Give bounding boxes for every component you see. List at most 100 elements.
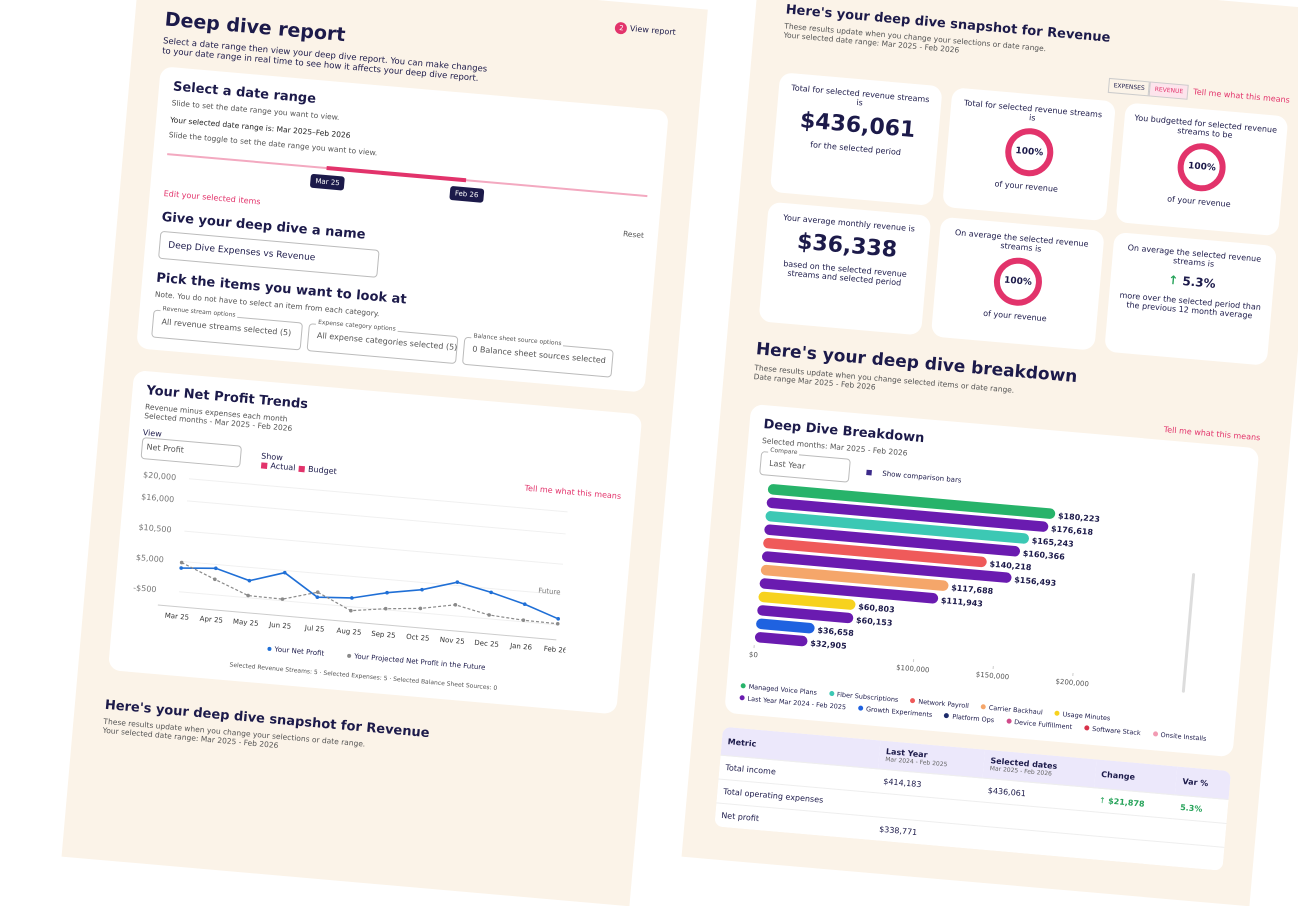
x-tick-label: Oct 25 [406, 633, 430, 643]
help-link[interactable]: Tell me what this means [1193, 87, 1290, 104]
legend-swatch [944, 713, 949, 718]
legend-label: Usage Minutes [1062, 710, 1110, 722]
legend-label: Device Fulfillment [1014, 718, 1073, 731]
legend-label: Your Net Profit [273, 645, 325, 657]
grid-line [184, 531, 563, 564]
point [246, 594, 250, 598]
card-top: On average the selected revenue streams … [949, 228, 1093, 258]
card-top: On average the selected revenue streams … [1122, 243, 1266, 273]
cell-text: $436,061 [987, 786, 1026, 798]
left-column: 2 View report Deep dive report Select a … [62, 0, 708, 906]
compare-value: Last Year [769, 459, 806, 471]
snapshot-card: Total for selected revenue streams is$43… [770, 72, 943, 206]
column-header-label: Metric [727, 737, 874, 759]
card-top: You budgetted for selected revenue strea… [1133, 113, 1277, 143]
comparison-checkbox-label: Show comparison bars [882, 470, 962, 485]
bar-value-label: $111,943 [941, 596, 984, 609]
card-amount: $36,338 [775, 227, 920, 264]
legend-item: Network Payroll [910, 697, 969, 710]
legend-label: Carrier Backhaul [988, 704, 1043, 717]
right-column: Here's your deep dive snapshot for Reven… [682, 0, 1298, 906]
bar [756, 618, 815, 634]
y-tick-label: -$500 [133, 583, 157, 594]
card-bottom: of your revenue [943, 305, 1087, 326]
point [214, 566, 218, 570]
legend-label: Managed Voice Plans [748, 683, 817, 697]
legend-swatch [858, 705, 863, 710]
grid-line [187, 501, 566, 534]
cell-text: $21,878 [1108, 797, 1145, 809]
toggle-expenses[interactable]: EXPENSES [1108, 78, 1150, 97]
y-tick-label: $16,000 [141, 492, 175, 504]
x-tick-label: Sep 25 [371, 630, 396, 640]
x-tick-label: $100,000 [896, 664, 930, 675]
snapshot-card: You budgetted for selected revenue strea… [1115, 102, 1288, 236]
point [455, 580, 459, 584]
x-tick-label: Feb 26 [543, 645, 568, 655]
point [418, 606, 422, 610]
card-bottom: more over the selected period than the p… [1118, 291, 1262, 321]
toggle-revenue[interactable]: REVENUE [1149, 81, 1189, 99]
cell-text: 5.3% [1180, 803, 1203, 814]
select-value: All revenue streams selected (5) [161, 317, 291, 337]
cell-text: Total operating expenses [723, 787, 824, 805]
legend-label: Fiber Subscriptions [837, 691, 899, 704]
select-value: 0 Balance sheet sources selected [472, 344, 606, 365]
x-tick-label: Dec 25 [474, 639, 499, 649]
card-bottom: of your revenue [954, 176, 1098, 197]
trends-card: Your Net Profit Trends Revenue minus exp… [108, 370, 642, 714]
cell-text: $338,771 [879, 825, 918, 837]
column-header: Var % [1175, 766, 1231, 799]
legend-label: Software Stack [1092, 725, 1141, 737]
snapshot-cards: Total for selected revenue streams is$43… [759, 72, 1289, 365]
slider-range [326, 166, 466, 182]
help-link[interactable]: Tell me what this means [1163, 425, 1260, 442]
step-number: 2 [615, 22, 628, 35]
x-tick-label: Aug 25 [336, 627, 361, 637]
point [453, 603, 457, 607]
legend-label: Platform Ops [952, 713, 995, 725]
legend-item: Growth Experiments [858, 704, 933, 718]
cell-text: Total income [725, 763, 776, 776]
future-label: Future [538, 587, 561, 597]
bar-value-label: $140,218 [989, 560, 1032, 573]
legend-item: Software Stack [1084, 724, 1141, 737]
snapshot-card: On average the selected revenue streams … [931, 217, 1104, 351]
bar-value-label: $180,223 [1058, 511, 1101, 524]
legend-item: Platform Ops [944, 712, 995, 724]
legend-label: Network Payroll [918, 698, 969, 710]
legend-item: Carrier Backhaul [980, 703, 1043, 716]
legend-label: Your Projected Net Profit in the Future [353, 652, 486, 672]
point [350, 596, 354, 600]
cell-text: Net profit [721, 811, 759, 823]
legend-item: Usage Minutes [1054, 710, 1110, 723]
card-change-value: 5.3% [1182, 274, 1216, 291]
bar-value-label: $160,366 [1022, 549, 1065, 562]
point [213, 577, 217, 581]
y-tick-label: $10,500 [138, 523, 172, 535]
slider-end[interactable]: Feb 26 [449, 186, 484, 203]
bar [755, 632, 808, 647]
slider-start[interactable]: Mar 25 [310, 174, 345, 191]
card-bottom: of your revenue [1127, 191, 1271, 212]
legend-swatch [981, 704, 986, 709]
legend-item: Device Fulfillment [1006, 717, 1073, 731]
select-label: Expense category options [316, 319, 398, 333]
checkbox[interactable]: ■ [865, 468, 872, 477]
select-label: Revenue stream options [160, 305, 237, 319]
card-amount: $436,061 [785, 107, 930, 144]
point [385, 591, 389, 595]
snapshot-card: On average the selected revenue streams … [1104, 232, 1277, 366]
legend-swatch [267, 647, 271, 651]
breakdown-card: Deep Dive Breakdown Selected months: Mar… [724, 404, 1259, 757]
column-header-label: Change [1101, 769, 1171, 784]
bar-value-label: $156,493 [1014, 575, 1057, 588]
card-ring: 100% [1003, 126, 1055, 178]
bar-value-label: $176,618 [1051, 524, 1094, 537]
legend-swatch [1054, 711, 1059, 716]
